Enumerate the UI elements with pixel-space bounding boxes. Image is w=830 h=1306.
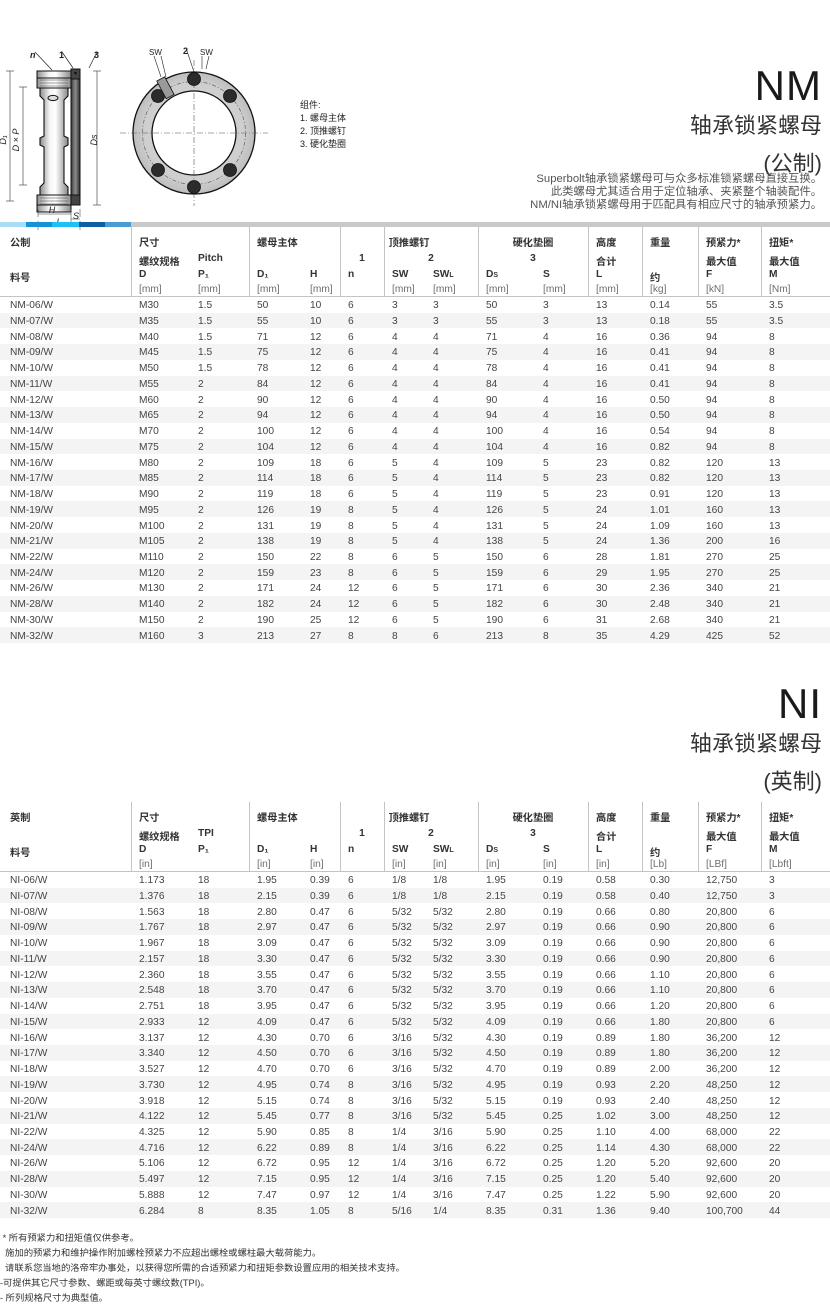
- svg-text:3. 硬化垫圈: 3. 硬化垫圈: [300, 138, 346, 149]
- svg-text:组件:: 组件:: [300, 99, 321, 110]
- svg-text:2. 顶推螺钉: 2. 顶推螺钉: [300, 125, 346, 136]
- svg-text:SW: SW: [149, 48, 162, 57]
- svg-text:S: S: [73, 211, 79, 221]
- svg-text:H: H: [49, 205, 56, 215]
- svg-text:1: 1: [59, 50, 64, 60]
- svg-text:3: 3: [94, 50, 99, 60]
- svg-text:1. 螺母主体: 1. 螺母主体: [300, 112, 346, 123]
- svg-text:D₁: D₁: [0, 135, 8, 144]
- svg-text:n: n: [30, 50, 36, 60]
- svg-text:D × P: D × P: [11, 129, 21, 152]
- svg-text:2: 2: [183, 46, 188, 56]
- svg-text:SW: SW: [200, 48, 213, 57]
- svg-text:Ds: Ds: [89, 134, 99, 145]
